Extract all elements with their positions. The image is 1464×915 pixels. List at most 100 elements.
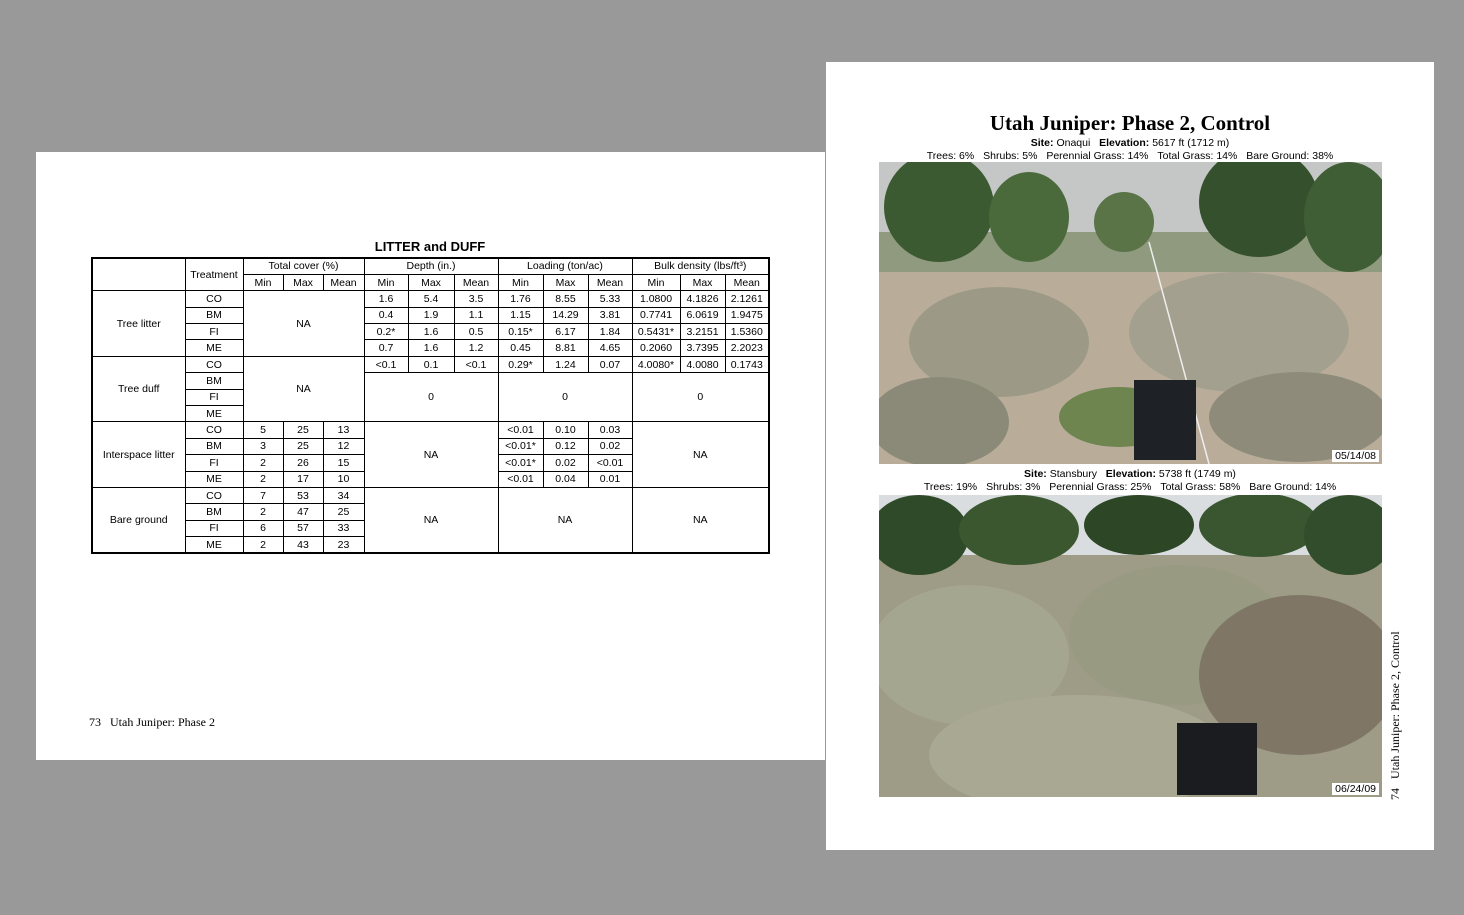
- table-cell: 1.6: [407, 339, 455, 357]
- table-cell: 0.15*: [497, 323, 544, 341]
- table-row: ME 2 17 10 <0.01 0.04 0.01: [92, 470, 769, 488]
- treatment-cell: CO: [184, 421, 244, 439]
- table-cell: 25: [282, 421, 324, 439]
- litter-duff-table: Treatment Total cover (%) Depth (in.) Lo…: [91, 257, 771, 555]
- cover-info: Trees: 6% Shrubs: 5% Perennial Grass: 14…: [826, 150, 1434, 162]
- elevation-value: 5617 ft (1712 m): [1152, 137, 1230, 149]
- table-cell: 34: [322, 486, 365, 505]
- elevation-label: Elevation:: [1099, 137, 1150, 149]
- table-cell: 2: [242, 536, 284, 554]
- table-cell: 0.45: [497, 339, 544, 357]
- treatment-cell: BM: [184, 372, 244, 390]
- table-title: LITTER and DUFF: [374, 239, 486, 254]
- na-cell: NA: [497, 486, 633, 554]
- cover-total-grass: Total Grass: 14%: [1157, 150, 1238, 162]
- photo-date: 05/14/08: [1332, 450, 1379, 462]
- table-cell: 47: [282, 503, 324, 521]
- page-number: 73: [89, 715, 101, 729]
- table-cell: <0.01: [497, 421, 544, 439]
- na-cell: NA: [631, 486, 770, 554]
- table-cell: 0.01: [587, 470, 633, 488]
- cover-shrubs: Shrubs: 5%: [983, 150, 1038, 162]
- na-cell: NA: [242, 290, 365, 357]
- right-page: Utah Juniper: Phase 2, Control Site: Ona…: [826, 62, 1434, 850]
- site-name: Onaqui: [1056, 137, 1091, 149]
- table-cell: <0.1: [363, 355, 409, 374]
- table-cell: 0.03: [587, 421, 633, 439]
- table-cell: 0.1743: [724, 355, 770, 374]
- category-tree-litter: Tree litter: [91, 290, 186, 357]
- table-cell: 0.2*: [363, 323, 409, 341]
- site-info: Site: Onaqui Elevation: 5617 ft (1712 m): [826, 137, 1434, 149]
- table-cell: 0.5: [453, 323, 499, 341]
- treatment-cell: FI: [184, 454, 244, 472]
- table-cell: 0.29*: [497, 355, 544, 374]
- table-cell: 15: [322, 454, 365, 472]
- treatment-cell: ME: [184, 339, 244, 357]
- photo-date: 06/24/09: [1332, 783, 1379, 795]
- table-cell: 3.7395: [679, 339, 726, 357]
- sub-mean: Mean: [322, 273, 365, 292]
- table-cell: 13: [322, 421, 365, 439]
- table-cell: 25: [322, 503, 365, 521]
- table-cell: 43: [282, 536, 324, 554]
- treatment-cell: ME: [184, 536, 244, 554]
- table-cell: 0.10: [542, 421, 589, 439]
- header-depth: Depth (in.): [363, 257, 499, 275]
- zero-cell: 0: [631, 372, 770, 423]
- table-cell: 1.6: [407, 323, 455, 341]
- table-cell: 25: [282, 437, 324, 456]
- treatment-cell: ME: [184, 405, 244, 423]
- page-footer: 73 Utah Juniper: Phase 2: [89, 715, 224, 730]
- table-cell: 0.02: [587, 437, 633, 456]
- sub-max: Max: [679, 273, 726, 292]
- site-name: Stansbury: [1049, 468, 1098, 480]
- sub-max: Max: [407, 273, 455, 292]
- table-cell: 0.5431*: [631, 323, 681, 341]
- sub-mean: Mean: [587, 273, 633, 292]
- left-page: LITTER and DUFF Treatment Total cover (%…: [36, 152, 825, 760]
- treatment-cell: CO: [184, 486, 244, 505]
- table-cell: <0.1: [453, 355, 499, 374]
- table-cell: 4.65: [587, 339, 633, 357]
- table-cell: 1.24: [542, 355, 589, 374]
- footer-text: Utah Juniper: Phase 2: [110, 715, 215, 729]
- treatment-cell: FI: [184, 519, 244, 538]
- cover-total-grass: Total Grass: 58%: [1160, 481, 1241, 493]
- table-row: BM 0 0 0: [92, 372, 770, 423]
- table-cell: 1.0800: [631, 290, 681, 308]
- sub-min: Min: [631, 273, 681, 292]
- table-cell: 8.55: [542, 290, 589, 308]
- table-cell: 0.7741: [631, 306, 681, 325]
- elevation-label: Elevation:: [1105, 468, 1156, 480]
- table-cell: 2.1261: [724, 290, 770, 308]
- zero-cell: 0: [497, 372, 633, 423]
- table-cell: <0.01*: [497, 454, 544, 472]
- table-cell: <0.01: [497, 470, 544, 488]
- table-cell: 0.02: [542, 454, 589, 472]
- table-cell: 6.0619: [679, 306, 726, 325]
- table-cell: 1.9: [407, 306, 455, 325]
- table-cell: 1.84: [587, 323, 633, 341]
- table-cell: 0.4: [363, 306, 409, 325]
- table-cell: 10: [322, 470, 365, 488]
- header-blank: [91, 257, 186, 292]
- cover-trees: Trees: 6%: [926, 150, 975, 162]
- table-cell: 3.2151: [679, 323, 726, 341]
- cover-bare-ground: Bare Ground: 14%: [1249, 481, 1337, 493]
- site-label: Site:: [1030, 137, 1054, 149]
- table-row: ME 2 43 23: [92, 536, 769, 554]
- sub-min: Min: [242, 273, 284, 292]
- table-cell: 1.5360: [724, 323, 770, 341]
- table-cell: 57: [282, 519, 324, 538]
- header-loading: Loading (ton/ac): [497, 257, 633, 275]
- table-cell: 23: [322, 536, 365, 554]
- sub-min: Min: [497, 273, 544, 292]
- cover-bare-ground: Bare Ground: 38%: [1246, 150, 1334, 162]
- table-cell: 4.0080: [679, 355, 726, 374]
- sub-mean: Mean: [724, 273, 770, 292]
- table-cell: <0.01*: [497, 437, 544, 456]
- table-cell: 33: [322, 519, 365, 538]
- treatment-cell: ME: [184, 470, 244, 488]
- table-cell: 1.9475: [724, 306, 770, 325]
